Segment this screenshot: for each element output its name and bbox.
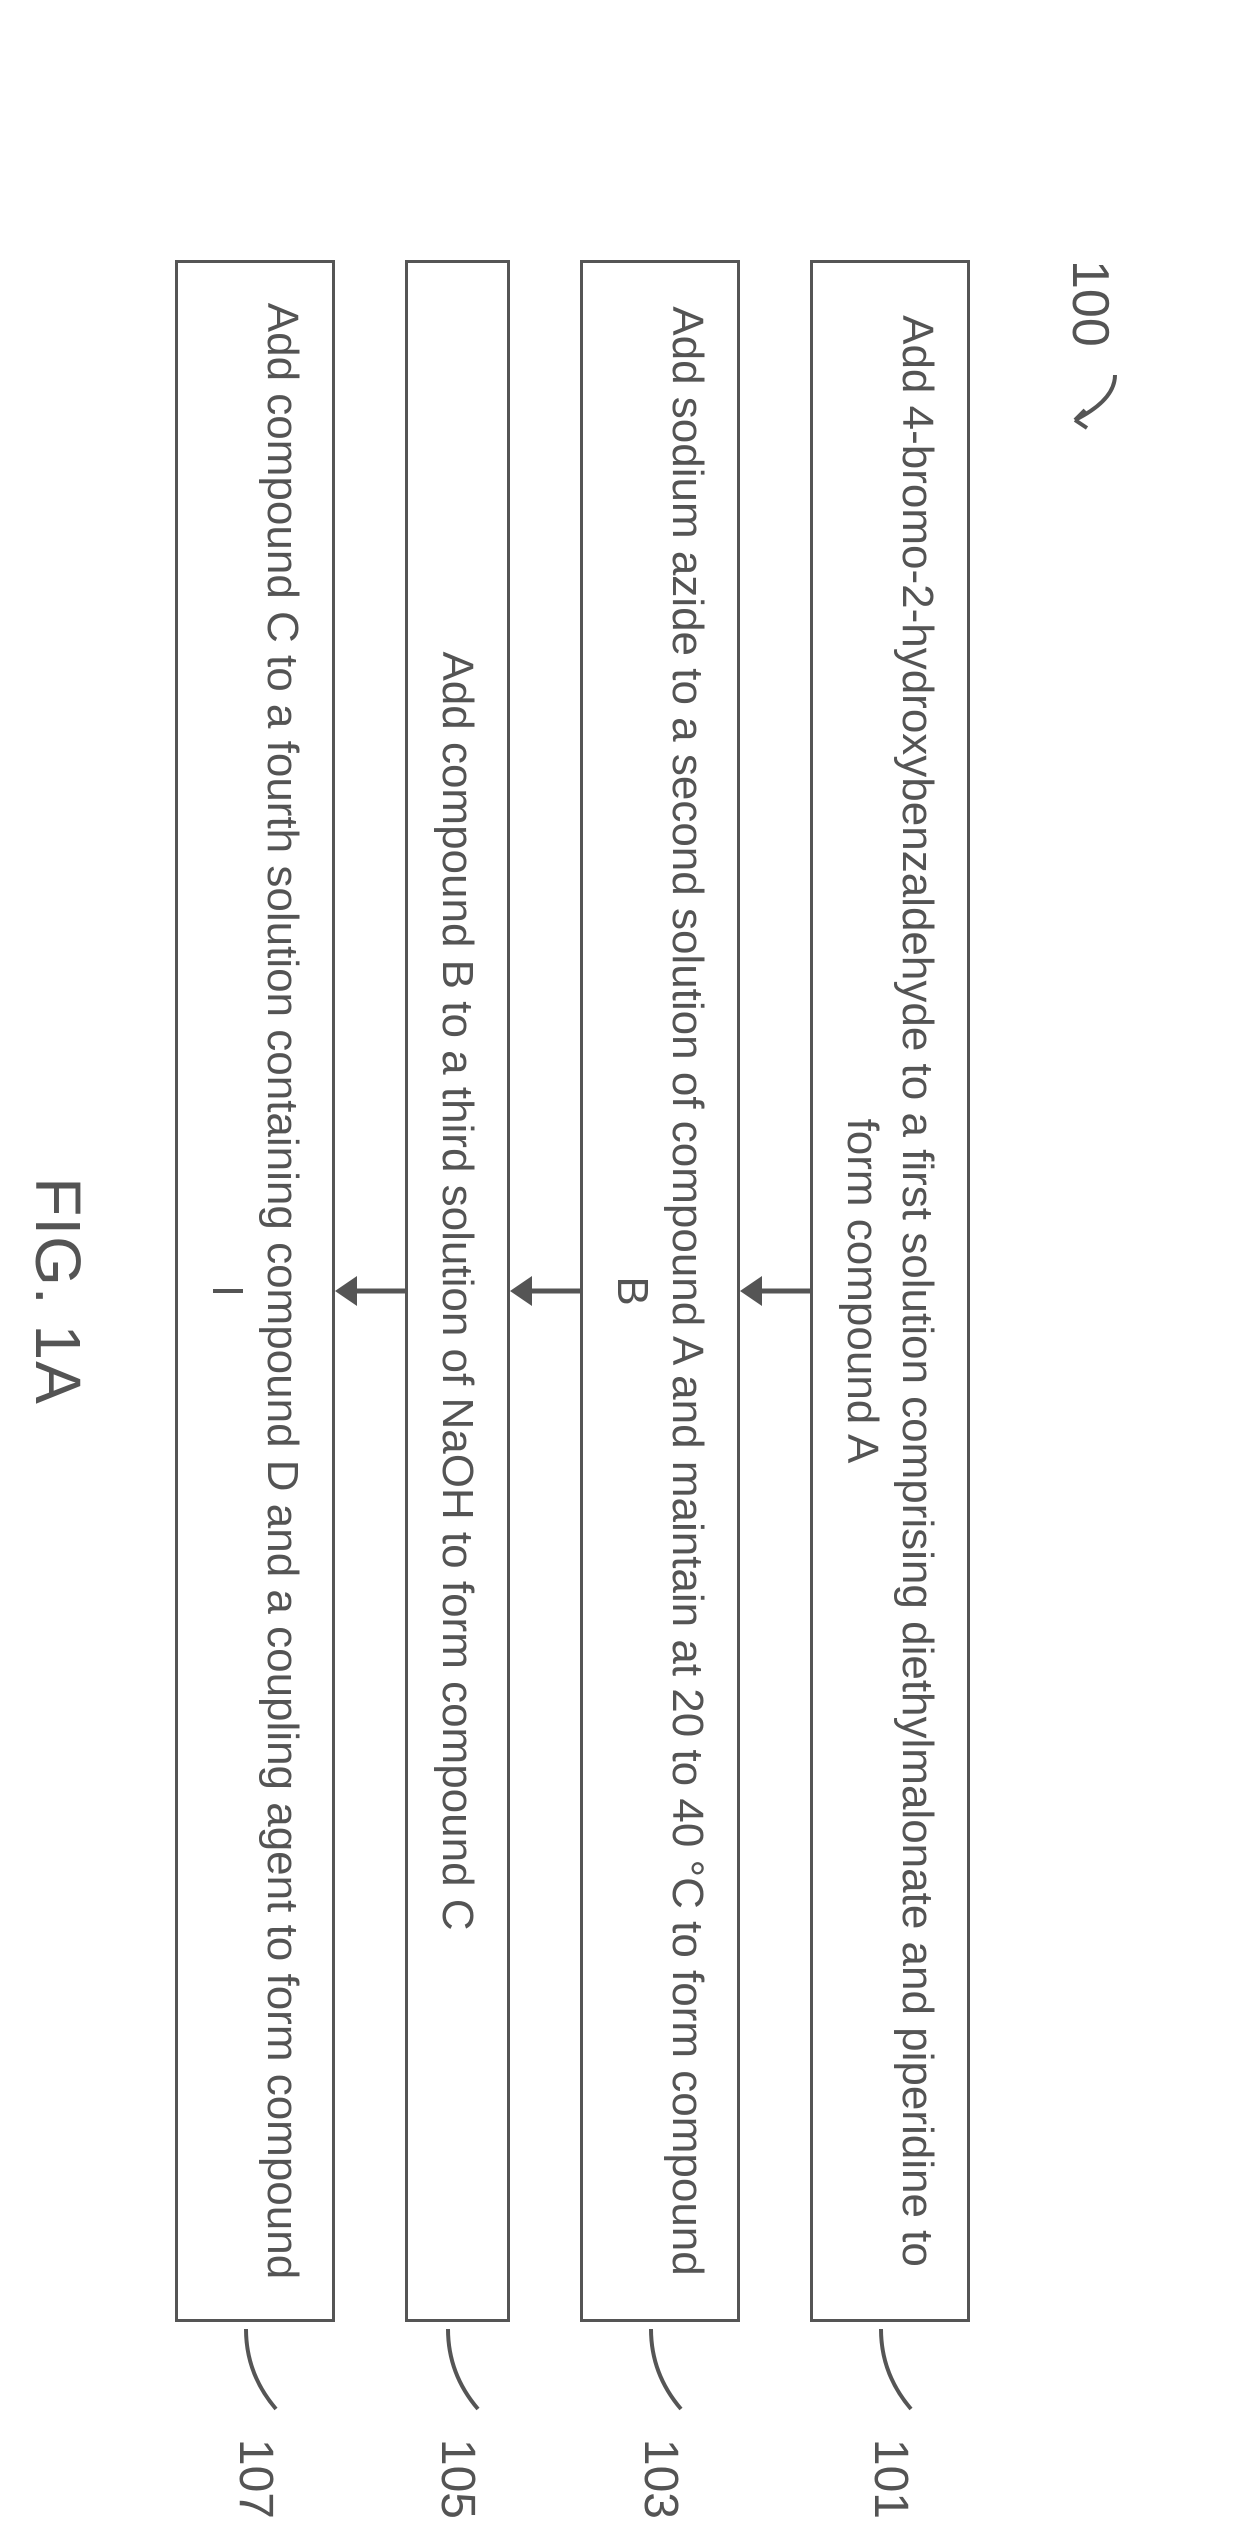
flow-number: 100 — [1060, 260, 1120, 347]
page: 100 Add 4-bromo-2-hydroxybenzaldehyde to… — [0, 0, 1240, 2522]
step-label: 107 — [225, 2439, 285, 2519]
arrow-down-icon — [740, 1266, 810, 1316]
leader-line-icon — [876, 2329, 916, 2419]
leader-line-icon — [444, 2329, 484, 2419]
diagram-container: 100 Add 4-bromo-2-hydroxybenzaldehyde to… — [0, 0, 1240, 2522]
arrow-down-icon — [510, 1266, 580, 1316]
step-label: 103 — [630, 2439, 690, 2519]
arrow-down-icon — [335, 1266, 405, 1316]
step-box-101: Add 4-bromo-2-hydroxybenzaldehyde to a f… — [810, 260, 970, 2322]
step-text: Add sodium azide to a second solution of… — [608, 306, 712, 2276]
step-box-103: Add sodium azide to a second solution of… — [580, 260, 740, 2322]
step-label: 105 — [428, 2439, 488, 2519]
flow-steps: Add 4-bromo-2-hydroxybenzaldehyde to a f… — [175, 260, 970, 2322]
step-box-107: Add compound C to a fourth solution cont… — [175, 260, 335, 2322]
flow-number-pointer-icon — [1060, 370, 1120, 450]
figure-caption: FIG. 1A — [21, 260, 95, 2322]
step-box-105: Add compound B to a third solution of Na… — [405, 260, 510, 2322]
leader-line-icon — [241, 2329, 281, 2419]
step-text: Add compound C to a fourth solution cont… — [203, 303, 307, 2279]
step-label: 101 — [860, 2439, 920, 2519]
leader-line-icon — [646, 2329, 686, 2419]
step-text: Add 4-bromo-2-hydroxybenzaldehyde to a f… — [838, 315, 942, 2267]
rotated-canvas: 100 Add 4-bromo-2-hydroxybenzaldehyde to… — [0, 0, 1240, 2522]
step-text: Add compound B to a third solution of Na… — [433, 651, 482, 1930]
